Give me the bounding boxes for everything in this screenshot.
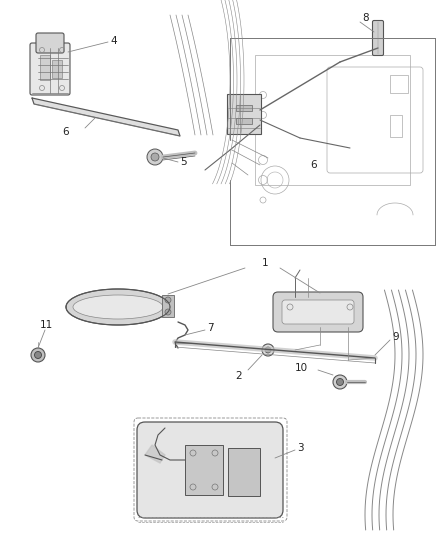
Bar — [255, 55, 410, 185]
FancyBboxPatch shape — [282, 300, 354, 324]
Text: 11: 11 — [40, 320, 53, 330]
Polygon shape — [145, 445, 165, 463]
Bar — [390, 75, 408, 93]
Circle shape — [333, 375, 347, 389]
Text: 7: 7 — [207, 323, 214, 333]
Text: 2: 2 — [235, 371, 242, 381]
FancyBboxPatch shape — [137, 422, 283, 518]
Circle shape — [165, 309, 171, 315]
Bar — [390, 115, 402, 137]
Bar — [236, 118, 252, 124]
Circle shape — [35, 351, 42, 359]
Polygon shape — [32, 98, 180, 136]
Ellipse shape — [73, 295, 163, 319]
Bar — [40, 55, 50, 80]
FancyBboxPatch shape — [30, 43, 70, 95]
FancyBboxPatch shape — [36, 33, 64, 53]
Bar — [162, 295, 174, 317]
Text: 6: 6 — [62, 127, 69, 137]
Bar — [52, 60, 62, 78]
Circle shape — [336, 378, 343, 385]
Bar — [236, 105, 252, 111]
Circle shape — [147, 149, 163, 165]
Bar — [185, 445, 223, 495]
Ellipse shape — [66, 289, 170, 325]
Text: 3: 3 — [297, 443, 304, 453]
FancyBboxPatch shape — [273, 292, 363, 332]
Circle shape — [151, 153, 159, 161]
Text: 6: 6 — [310, 160, 317, 170]
Text: 5: 5 — [180, 157, 187, 167]
Circle shape — [31, 348, 45, 362]
Text: 9: 9 — [392, 332, 399, 342]
FancyBboxPatch shape — [372, 20, 384, 55]
Text: 1: 1 — [262, 258, 268, 268]
Text: 8: 8 — [362, 13, 369, 23]
Text: 10: 10 — [295, 363, 308, 373]
Text: 4: 4 — [110, 36, 117, 46]
FancyBboxPatch shape — [227, 94, 261, 134]
Bar — [228, 448, 260, 496]
Circle shape — [265, 347, 271, 353]
Circle shape — [165, 297, 171, 303]
Circle shape — [262, 344, 274, 356]
